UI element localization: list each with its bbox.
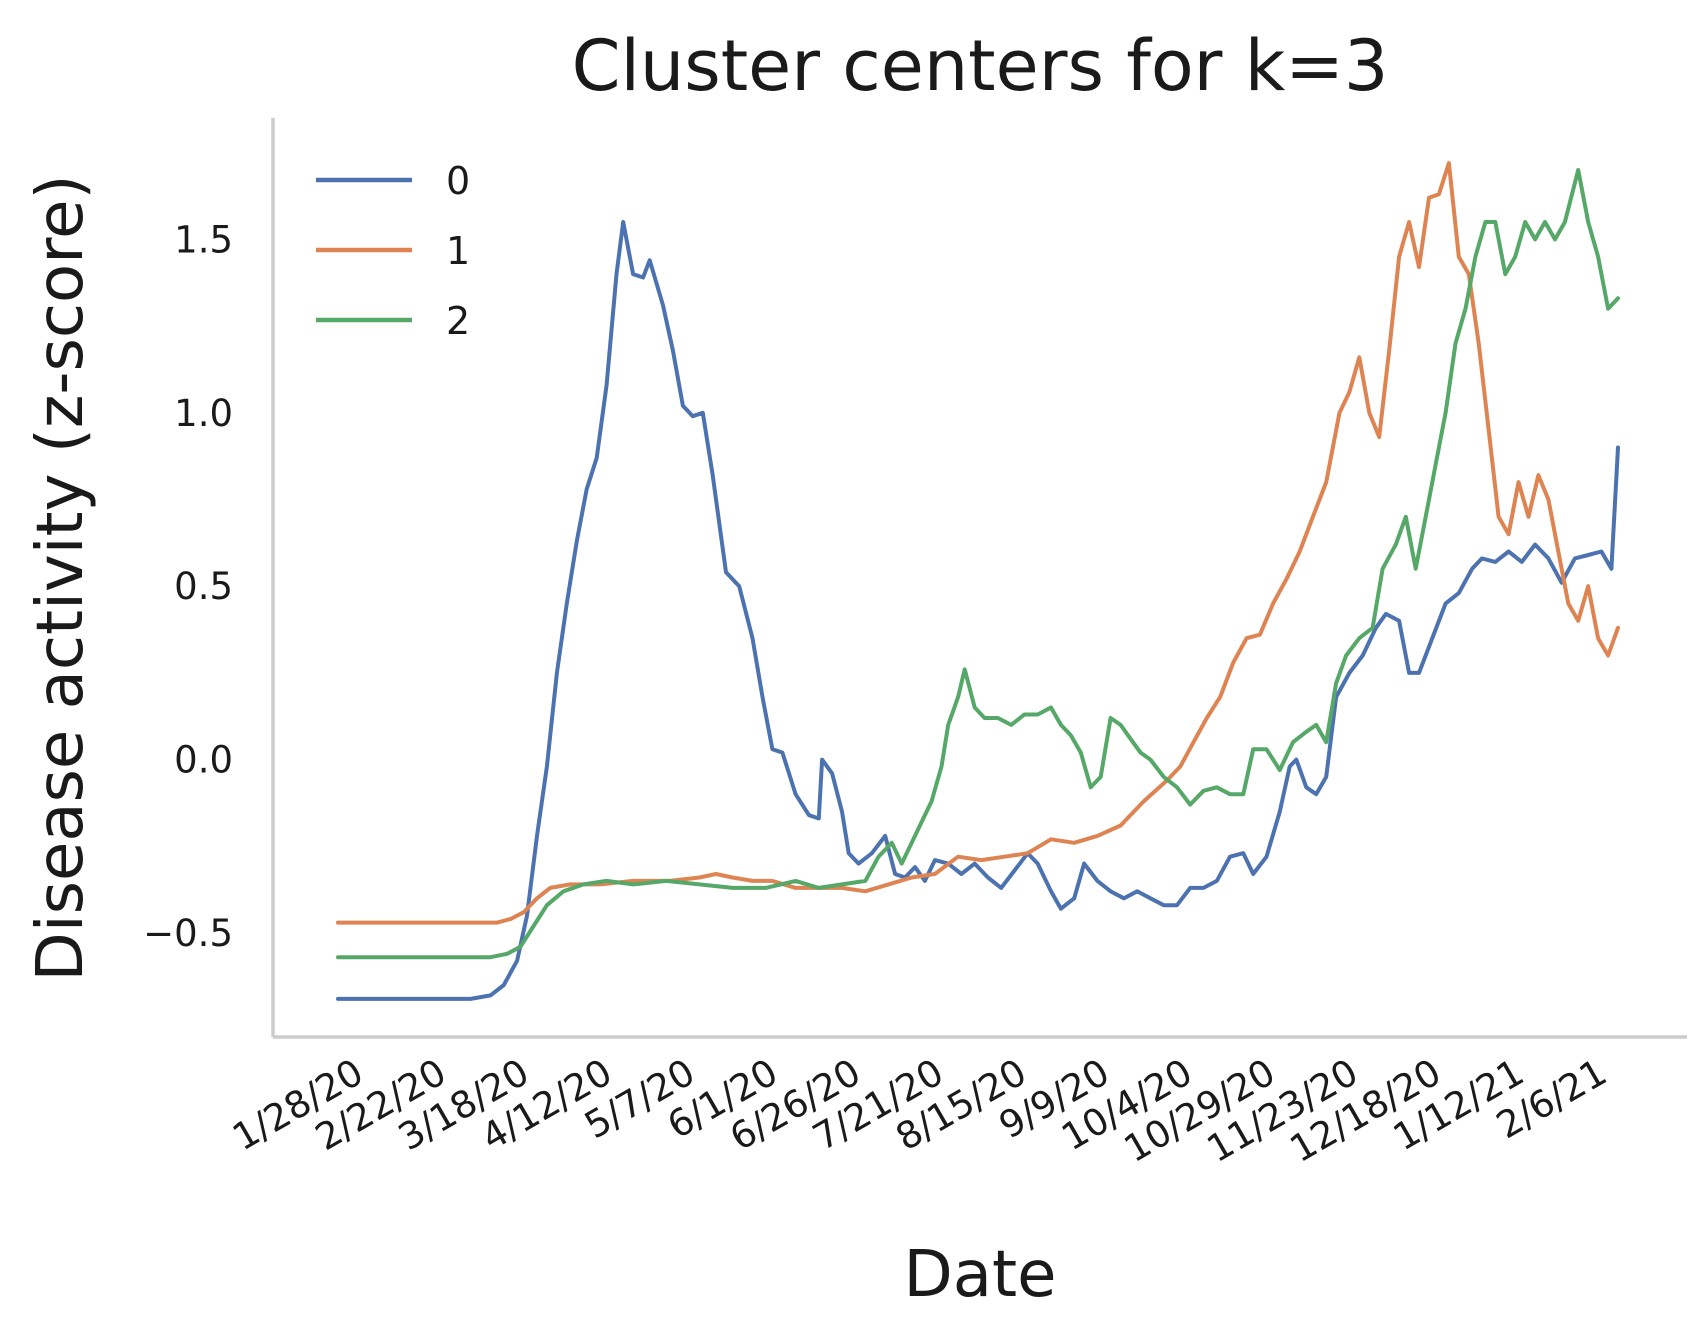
x-tick-labels: 1/28/202/22/203/18/204/12/205/7/206/1/20… xyxy=(225,1051,1614,1171)
x-axis-label: Date xyxy=(904,1238,1057,1312)
series-line-0 xyxy=(336,220,1620,1001)
series-line-2 xyxy=(336,168,1620,960)
legend-label: 0 xyxy=(446,159,470,203)
y-axis-label: Disease activity (z-score) xyxy=(24,175,98,982)
y-tick-label: 0.5 xyxy=(174,565,233,608)
y-tick-label: −0.5 xyxy=(143,912,233,955)
y-tick-label: 1.0 xyxy=(174,392,233,435)
series-lines xyxy=(336,161,1620,1001)
series-line-1 xyxy=(336,161,1620,925)
legend-label: 1 xyxy=(446,229,470,273)
legend-label: 2 xyxy=(446,299,470,343)
y-tick-label: 1.5 xyxy=(174,218,233,261)
legend: 0 1 2 xyxy=(316,159,470,343)
y-tick-label: 0.0 xyxy=(174,739,233,782)
y-tick-labels: −0.5 0.0 0.5 1.0 1.5 xyxy=(143,218,233,955)
chart-title: Cluster centers for k=3 xyxy=(572,25,1389,107)
